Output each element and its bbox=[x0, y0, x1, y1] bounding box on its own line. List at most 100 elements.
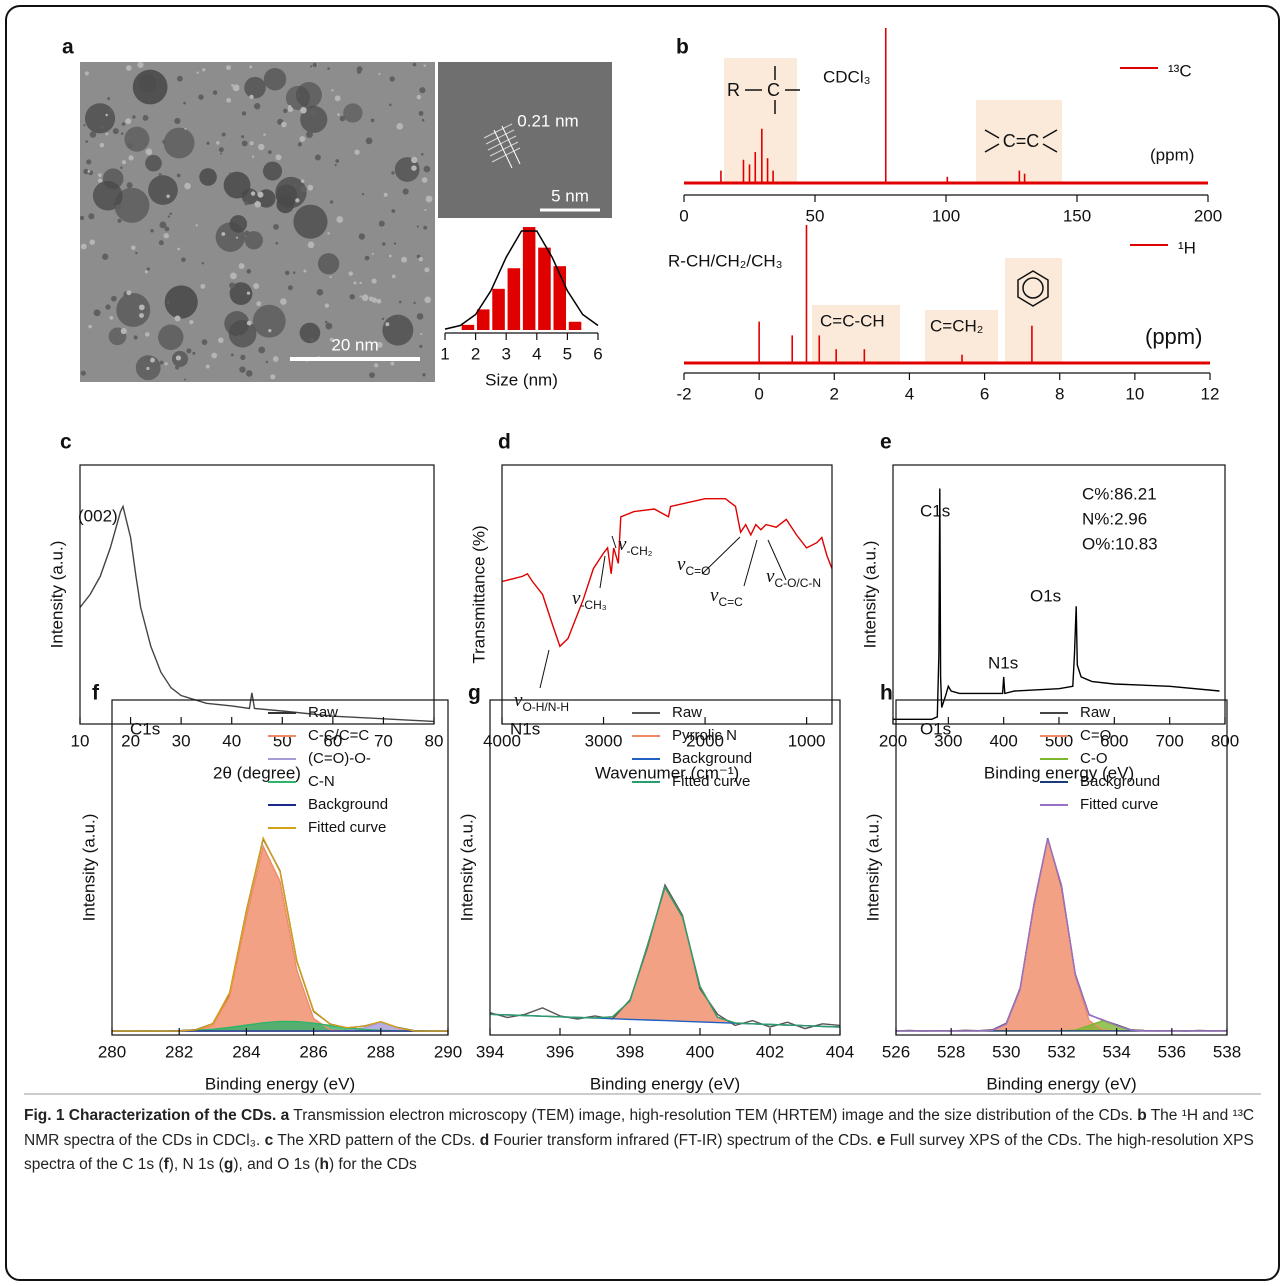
tem-grain bbox=[183, 101, 186, 105]
legend-label: Fitted curve bbox=[672, 773, 750, 790]
hr-scale-bar-label: 5 nm bbox=[551, 186, 589, 205]
tem-grain bbox=[120, 132, 124, 135]
tem-grain bbox=[258, 346, 266, 354]
tem-grain bbox=[371, 278, 377, 284]
tem-grain bbox=[253, 103, 261, 110]
tem-grain bbox=[312, 62, 318, 68]
tem-particle bbox=[114, 187, 150, 223]
tem-particle bbox=[145, 154, 162, 172]
tem-grain bbox=[413, 301, 416, 305]
tem-grain bbox=[83, 124, 86, 127]
tem-grain bbox=[416, 313, 424, 320]
x-axis-label: Size (nm) bbox=[485, 370, 558, 389]
tem-particle bbox=[102, 168, 124, 190]
x-tick-label: 2 bbox=[830, 384, 839, 403]
legend-label: C-O bbox=[1080, 750, 1108, 767]
tem-grain bbox=[206, 141, 210, 145]
tem-grain bbox=[411, 165, 417, 171]
tem-grain bbox=[329, 200, 334, 204]
tem-grain bbox=[237, 334, 242, 340]
tem-particle bbox=[158, 324, 184, 350]
tem-grain bbox=[218, 147, 224, 153]
tem-grain bbox=[334, 164, 337, 167]
tem-grain bbox=[297, 107, 300, 111]
tem-grain bbox=[202, 68, 206, 72]
tem-grain bbox=[256, 301, 262, 307]
annotation-subscript: -CH₃ bbox=[580, 598, 606, 612]
x-axis-label: Binding energy (eV) bbox=[590, 1074, 740, 1093]
tem-grain bbox=[226, 97, 232, 103]
tem-grain bbox=[126, 182, 133, 189]
x-tick-label: 12 bbox=[1201, 384, 1220, 403]
panel-label: f bbox=[92, 682, 100, 705]
tem-grain bbox=[88, 324, 92, 329]
x-tick-label: 1000 bbox=[788, 731, 826, 750]
tem-grain bbox=[184, 182, 191, 190]
x-tick-label: 536 bbox=[1158, 1042, 1186, 1061]
tem-grain bbox=[163, 233, 169, 239]
figure-border bbox=[5, 5, 1280, 1281]
x-tick-label: 10 bbox=[1125, 384, 1144, 403]
tem-grain bbox=[423, 165, 431, 173]
histogram-bar bbox=[492, 288, 505, 330]
tem-particle bbox=[84, 103, 116, 134]
tem-grain bbox=[337, 113, 340, 116]
annotation: νC=C bbox=[710, 585, 743, 609]
x-tick-label: 282 bbox=[165, 1042, 193, 1061]
tem-grain bbox=[254, 201, 261, 208]
x-tick-label: 300 bbox=[934, 731, 962, 750]
tem-grain bbox=[396, 122, 404, 130]
x-tick-label: 500 bbox=[1045, 731, 1073, 750]
annotation-subscript: C-O/C-N bbox=[774, 576, 821, 590]
tem-grain bbox=[83, 168, 89, 175]
tem-grain bbox=[80, 243, 87, 250]
tem-grain bbox=[300, 186, 307, 193]
tem-particle bbox=[382, 314, 414, 346]
structure-drawings bbox=[745, 66, 1058, 307]
caption-run: Full survey XPS of the CDs. The high-res… bbox=[24, 1131, 1254, 1174]
tem-grain bbox=[176, 173, 181, 178]
tem-grain bbox=[107, 97, 111, 101]
tem-grain bbox=[391, 171, 395, 175]
tem-grain bbox=[149, 357, 155, 363]
tem-grain bbox=[89, 239, 96, 245]
caption-run: b bbox=[1137, 1107, 1147, 1124]
tem-grain bbox=[361, 294, 369, 301]
tem-grain bbox=[105, 113, 108, 117]
tem-grain bbox=[297, 94, 301, 97]
tem-grain bbox=[164, 362, 168, 366]
tem-grain bbox=[97, 173, 102, 178]
caption-run: Fig. 1 Characterization of the CDs. a bbox=[24, 1107, 290, 1124]
tem-grain bbox=[419, 344, 423, 348]
x-tick-label: 60 bbox=[323, 731, 342, 750]
nmr-highlights bbox=[724, 58, 1062, 363]
x-axis-label: Wavenumer (cm⁻¹) bbox=[595, 763, 739, 782]
tem-grain bbox=[310, 65, 313, 68]
annotation: O1s bbox=[1030, 586, 1061, 605]
tem-grain bbox=[216, 141, 220, 145]
y-axis-label: Intensity (a.u.) bbox=[863, 814, 882, 922]
tem-particle bbox=[244, 231, 263, 250]
panel-label: h bbox=[880, 682, 893, 705]
tem-grain bbox=[229, 272, 237, 280]
tem-grain bbox=[228, 172, 232, 176]
tem-grain bbox=[241, 140, 248, 147]
tem-grain bbox=[167, 215, 170, 218]
tem-grain bbox=[300, 179, 305, 183]
fit-curve bbox=[444, 230, 599, 330]
tem-grain bbox=[371, 252, 374, 255]
x-tick-label: 200 bbox=[879, 731, 907, 750]
series-line bbox=[893, 488, 1220, 720]
tem-particle bbox=[343, 103, 363, 123]
tem-grain bbox=[307, 184, 314, 191]
component-area bbox=[112, 1021, 448, 1032]
tem-grain bbox=[167, 301, 170, 304]
x-tick-label: 70 bbox=[374, 731, 393, 750]
panel-label: b bbox=[676, 36, 689, 59]
tem-grain bbox=[418, 256, 424, 262]
x-tick-label: 50 bbox=[806, 206, 825, 225]
annotation-symbol: ν bbox=[677, 554, 686, 575]
tem-grain bbox=[359, 281, 362, 285]
tem-grain bbox=[159, 221, 167, 229]
caption-run: ), N 1s ( bbox=[168, 1156, 224, 1173]
